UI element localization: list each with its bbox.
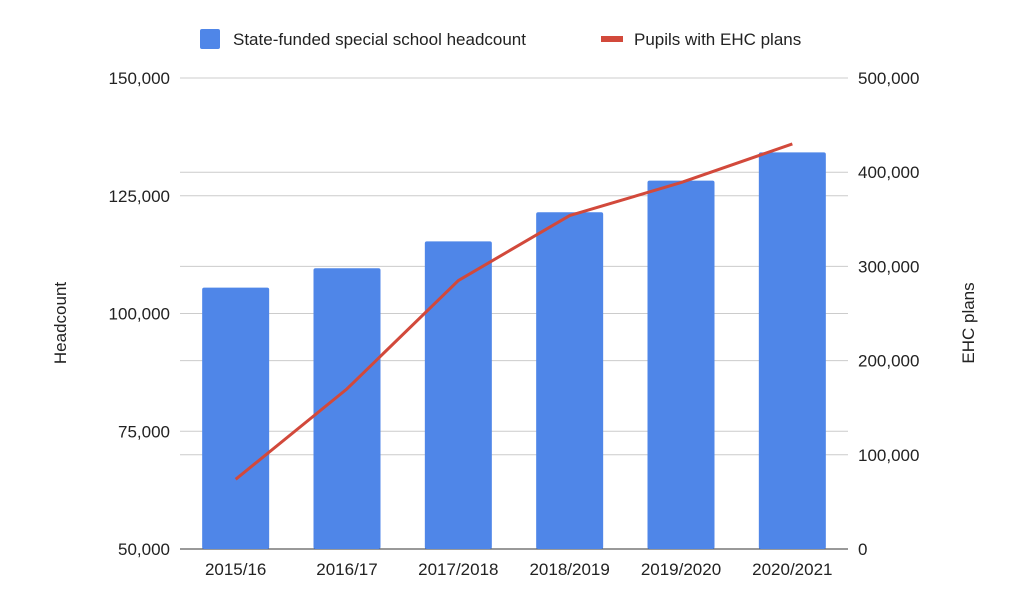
y2-tick-label: 300,000 (858, 257, 919, 276)
bar (424, 241, 492, 549)
x-tick-label: 2018/2019 (529, 560, 609, 579)
bar (758, 152, 826, 549)
bar-series (202, 152, 826, 550)
gridlines (180, 77, 848, 550)
y-axis-title: Headcount (51, 282, 70, 365)
x-tick-label: 2019/2020 (641, 560, 721, 579)
legend-swatch-line (601, 36, 623, 42)
y-tick-label: 75,000 (118, 422, 170, 441)
bar (647, 180, 715, 550)
y-tick-label: 100,000 (109, 305, 170, 324)
y2-tick-label: 400,000 (858, 163, 919, 182)
bar (536, 212, 604, 550)
ehc-line (234, 142, 793, 481)
y2-axis-title: EHC plans (959, 282, 978, 363)
legend: State-funded special school headcount Pu… (200, 29, 801, 49)
y2-tick-label: 0 (858, 540, 867, 559)
x-tick-label: 2016/17 (316, 560, 377, 579)
y2-tick-label: 500,000 (858, 69, 919, 88)
bar (202, 287, 270, 549)
y-tick-label: 150,000 (109, 69, 170, 88)
x-tick-label: 2020/2021 (752, 560, 832, 579)
y2-tick-label: 100,000 (858, 446, 919, 465)
legend-label-bar: State-funded special school headcount (233, 30, 526, 49)
legend-swatch-bar (200, 29, 220, 49)
x-tick-label: 2015/16 (205, 560, 266, 579)
y-tick-label: 125,000 (109, 187, 170, 206)
y2-tick-label: 200,000 (858, 352, 919, 371)
line-series (234, 142, 793, 481)
legend-label-line: Pupils with EHC plans (634, 30, 801, 49)
y-tick-label: 50,000 (118, 540, 170, 559)
x-tick-label: 2017/2018 (418, 560, 498, 579)
tick-labels: 50,000 75,000 100,000 125,000 150,000 0 100,00… (109, 69, 920, 579)
bar (313, 268, 381, 549)
